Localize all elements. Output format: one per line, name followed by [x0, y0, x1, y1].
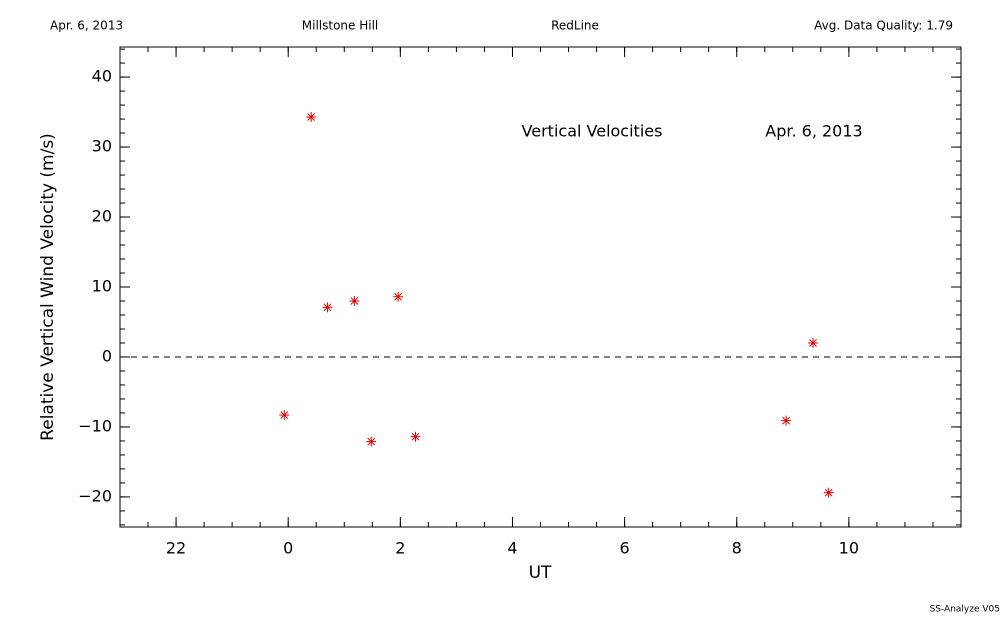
data-point — [823, 487, 834, 498]
marker-stroke — [323, 303, 332, 312]
header-quality: Avg. Data Quality: 1.79 — [814, 19, 953, 33]
x-tick-label: 4 — [507, 539, 517, 558]
footer: SS-Analyze V05 — [930, 605, 1000, 615]
header-line: RedLine — [551, 19, 599, 33]
data-point — [781, 415, 792, 426]
y-tick-label: −10 — [78, 416, 112, 435]
x-tick-label: 22 — [166, 539, 186, 558]
y-tick-label: 10 — [92, 277, 112, 296]
marker-stroke — [782, 416, 790, 425]
data-point — [279, 410, 290, 421]
annotation: Vertical Velocities — [522, 122, 663, 141]
x-tick-label: 10 — [839, 539, 859, 558]
marker-stroke — [280, 411, 289, 419]
marker-stroke — [307, 113, 316, 121]
data-point — [366, 436, 377, 447]
header-site: Millstone Hill — [302, 19, 378, 33]
y-tick-label: 0 — [102, 346, 112, 365]
data-point — [349, 295, 360, 306]
data-point — [410, 431, 421, 442]
data-point — [807, 337, 818, 348]
y-tick-label: 30 — [92, 137, 112, 156]
y-tick-label: 40 — [92, 67, 112, 86]
marker-stroke — [411, 432, 420, 441]
data-point — [322, 302, 333, 313]
annotation: Apr. 6, 2013 — [765, 122, 862, 141]
x-tick-label: 0 — [283, 539, 293, 558]
x-tick-label: 6 — [620, 539, 630, 558]
x-axis-label: UT — [529, 563, 552, 583]
y-tick-label: 20 — [92, 207, 112, 226]
y-axis-label: Relative Vertical Wind Velocity (m/s) — [38, 133, 58, 441]
plot-frame — [119, 46, 962, 528]
marker-stroke — [350, 297, 359, 305]
marker-stroke — [809, 339, 817, 347]
x-tick-label: 2 — [395, 539, 405, 558]
marker-stroke — [394, 292, 402, 301]
x-tick-label: 8 — [732, 539, 742, 558]
y-tick-label: −20 — [78, 486, 112, 505]
marker-stroke — [367, 437, 376, 446]
data-point — [306, 111, 317, 122]
marker-stroke — [824, 488, 833, 497]
data-point — [393, 291, 404, 302]
header-date: Apr. 6, 2013 — [50, 19, 123, 33]
